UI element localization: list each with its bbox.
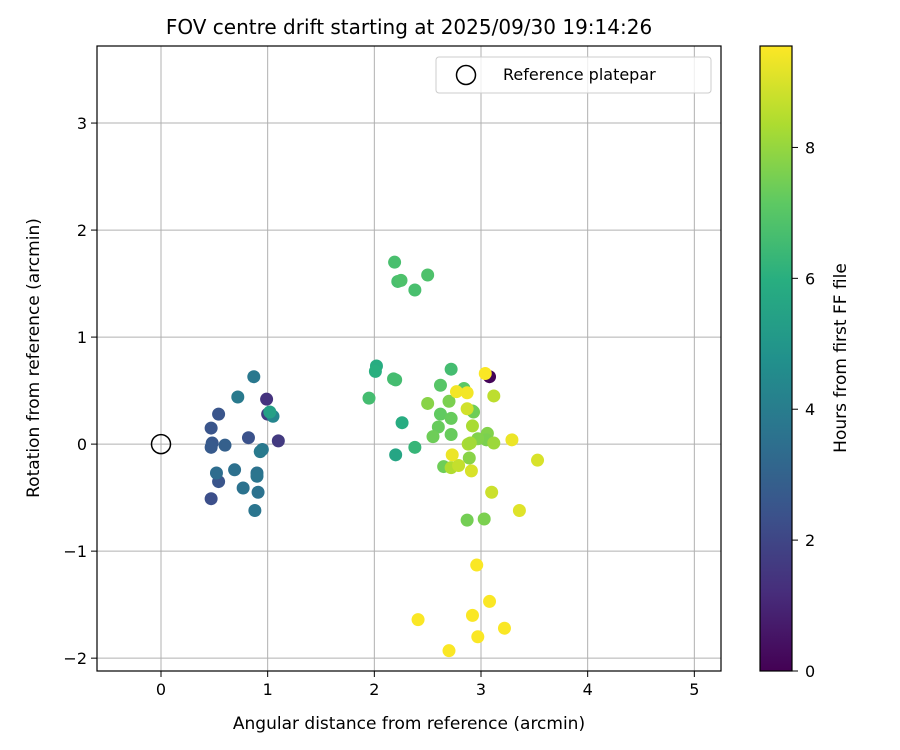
data-point — [444, 411, 458, 425]
y-axis-ticks: −2 −1 0 1 2 3 — [63, 114, 97, 668]
x-axis-ticks: 0 1 2 3 4 5 — [156, 671, 699, 699]
data-point — [505, 433, 519, 447]
legend: Reference platepar — [435, 56, 712, 94]
data-point — [444, 362, 458, 376]
data-point — [485, 485, 499, 499]
data-point — [395, 416, 409, 430]
data-point — [204, 440, 218, 454]
legend-marker — [455, 64, 477, 86]
data-point — [464, 464, 478, 478]
legend-label: Reference platepar — [503, 65, 656, 84]
y-tick-label: 1 — [77, 328, 87, 347]
data-point — [260, 392, 274, 406]
data-point — [218, 438, 232, 452]
x-tick-label: 5 — [689, 680, 699, 699]
data-point — [263, 405, 277, 419]
data-point — [426, 430, 440, 444]
x-axis-label: Angular distance from reference (arcmin) — [233, 714, 585, 734]
data-point — [251, 485, 265, 499]
x-tick-label: 1 — [263, 680, 273, 699]
scatter-points — [204, 255, 545, 658]
data-point — [442, 644, 456, 658]
data-point — [465, 419, 479, 433]
data-point — [460, 386, 474, 400]
legend-box — [435, 56, 712, 94]
data-point — [228, 463, 242, 477]
data-point — [241, 431, 255, 445]
data-point — [463, 436, 477, 450]
data-point — [408, 283, 422, 297]
data-point — [388, 255, 402, 269]
data-point — [362, 391, 376, 405]
x-tick-label: 0 — [156, 680, 166, 699]
data-point — [483, 594, 497, 608]
data-point — [394, 273, 408, 287]
y-tick-label: 0 — [77, 435, 87, 454]
data-point — [449, 385, 463, 399]
data-point — [512, 503, 526, 517]
data-point — [445, 448, 459, 462]
data-point — [421, 396, 435, 410]
data-point — [389, 448, 403, 462]
x-tick-label: 4 — [583, 680, 593, 699]
data-point — [212, 407, 226, 421]
data-point — [497, 621, 511, 635]
colorbar-tick-label: 2 — [805, 531, 815, 550]
data-point — [531, 453, 545, 467]
colorbar: 0 2 4 6 8 Hours from first FF file — [759, 45, 851, 681]
reference-point — [150, 433, 172, 455]
data-point — [247, 370, 261, 384]
data-point — [209, 466, 223, 480]
data-point — [421, 268, 435, 282]
plot-frame — [96, 45, 722, 672]
data-point — [462, 451, 476, 465]
colorbar-tick-label: 8 — [805, 138, 815, 157]
data-point — [487, 389, 501, 403]
data-point — [236, 481, 250, 495]
data-point — [478, 366, 492, 380]
data-point — [433, 407, 447, 421]
colorbar-gradient — [759, 45, 793, 672]
y-tick-label: −1 — [63, 542, 87, 561]
data-point — [271, 434, 285, 448]
data-point — [442, 394, 456, 408]
data-point — [368, 364, 382, 378]
data-point — [444, 427, 458, 441]
data-point — [204, 421, 218, 435]
data-point — [231, 390, 245, 404]
grid-lines — [97, 46, 721, 671]
data-point — [460, 513, 474, 527]
data-point — [389, 373, 403, 387]
data-point — [487, 436, 501, 450]
data-point — [248, 503, 262, 517]
data-point — [250, 469, 264, 483]
y-tick-label: 2 — [77, 221, 87, 240]
x-tick-label: 3 — [476, 680, 486, 699]
y-axis-label: Rotation from reference (arcmin) — [24, 218, 44, 498]
x-tick-label: 2 — [369, 680, 379, 699]
data-point — [433, 378, 447, 392]
colorbar-tick-label: 6 — [805, 269, 815, 288]
data-point — [204, 492, 218, 506]
data-point — [408, 440, 422, 454]
colorbar-tick-label: 4 — [805, 400, 815, 419]
data-point — [452, 459, 466, 473]
colorbar-label: Hours from first FF file — [831, 263, 851, 453]
colorbar-tick-label: 0 — [805, 662, 815, 681]
data-point — [465, 608, 479, 622]
colorbar-ticks: 0 2 4 6 8 — [792, 138, 815, 681]
data-point — [411, 613, 425, 627]
y-tick-label: −2 — [63, 649, 87, 668]
data-point — [477, 512, 491, 526]
data-point — [470, 558, 484, 572]
data-point — [431, 420, 445, 434]
y-tick-label: 3 — [77, 114, 87, 133]
chart-title: FOV centre drift starting at 2025/09/30 … — [166, 15, 652, 39]
data-point — [253, 445, 267, 459]
data-point — [460, 402, 474, 416]
data-point — [471, 630, 485, 644]
